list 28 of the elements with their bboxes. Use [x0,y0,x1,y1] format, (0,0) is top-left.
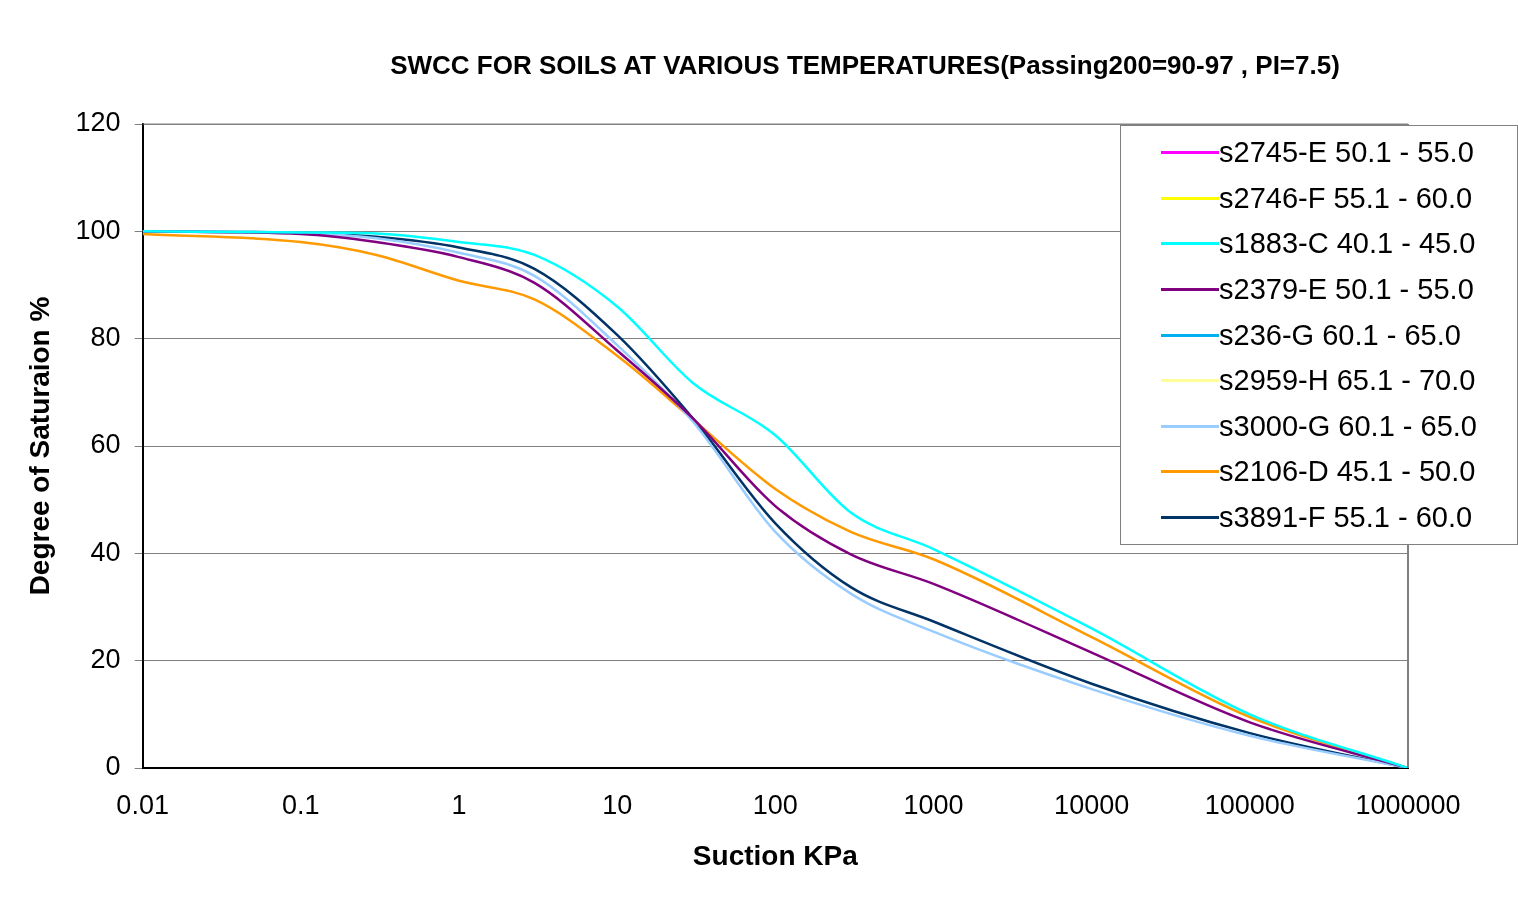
y-tick-label: 40 [90,536,121,567]
legend-label: s2379-E 50.1 - 55.0 [1219,273,1474,307]
y-tick-label: 20 [90,644,121,675]
legend-label: s2106-D 45.1 - 50.0 [1219,455,1476,489]
x-tick-label: 100 [752,789,798,820]
x-tick-label: 0.1 [282,789,320,820]
y-tick-label: 80 [90,322,121,353]
x-tick-label: 0.01 [116,789,169,820]
chart-title: SWCC FOR SOILS AT VARIOUS TEMPERATURES(Passing200=90-97 , PI=7.5) [389,50,1341,81]
x-axis-title: Suction KPa [692,839,859,871]
x-tick-label: 10 [602,789,633,820]
y-tick-label: 0 [105,751,121,782]
legend-label: s3891-F 55.1 - 60.0 [1219,501,1473,535]
x-tick-label: 1 [451,789,467,820]
legend-label: s3000-G 60.1 - 65.0 [1219,409,1477,443]
legend-label: s236-G 60.1 - 65.0 [1219,318,1461,352]
legend-label: s2745-E 50.1 - 55.0 [1219,136,1474,170]
y-tick-label: 120 [75,107,121,138]
y-tick-label: 100 [75,214,121,245]
x-tick-label: 1000 [903,789,964,820]
legend-label: s1883-C 40.1 - 45.0 [1219,227,1476,261]
legend-label: s2959-H 65.1 - 70.0 [1219,364,1476,398]
y-tick-label: 60 [90,429,121,460]
x-tick-label: 1000000 [1355,789,1461,820]
legend-label: s2746-F 55.1 - 60.0 [1219,181,1473,215]
x-tick-label: 100000 [1204,789,1295,820]
x-tick-label: 10000 [1054,789,1130,820]
y-axis-title: Degree of Saturaion % [23,296,55,596]
